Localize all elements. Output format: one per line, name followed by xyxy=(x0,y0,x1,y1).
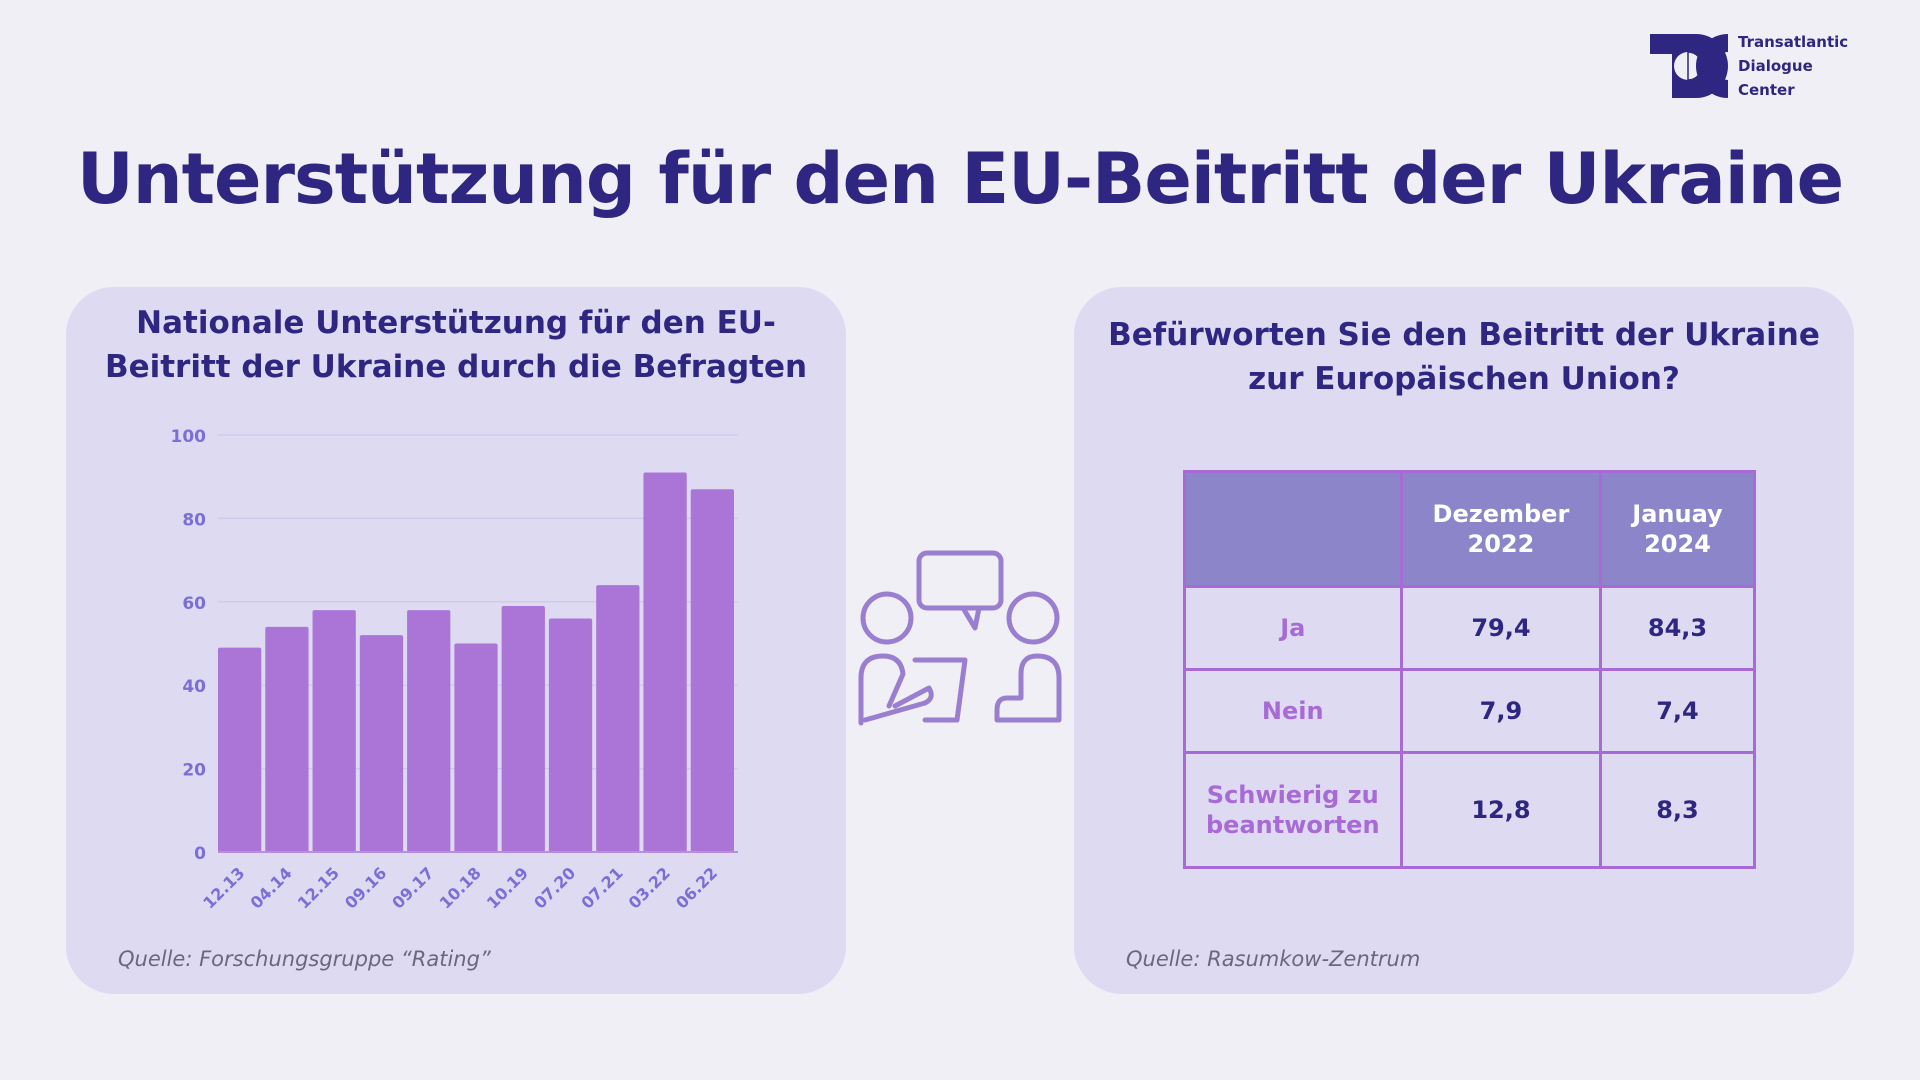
bar xyxy=(359,635,404,852)
y-tick-label: 0 xyxy=(194,844,206,864)
table-row: Ja 79,4 84,3 xyxy=(1183,585,1756,671)
survey-card: Befürworten Sie den Beitritt der Ukraine… xyxy=(1074,287,1854,994)
bar xyxy=(643,472,687,852)
bar xyxy=(454,643,498,852)
x-tick-label: 09.16 xyxy=(341,863,390,912)
chart-source: Quelle: Forschungsgruppe “Rating” xyxy=(118,947,491,971)
tdc-logo-icon xyxy=(1650,34,1728,98)
x-tick-label: 07.21 xyxy=(577,863,626,912)
table-cell: 79,4 xyxy=(1399,585,1603,671)
bar xyxy=(265,626,309,852)
x-tick-label: 10.18 xyxy=(436,863,485,912)
people-conversation-icon xyxy=(858,550,1062,726)
logo-line: Dialogue xyxy=(1738,57,1813,75)
y-tick-label: 20 xyxy=(182,761,206,781)
x-tick-label: 12.15 xyxy=(294,863,343,912)
table-cell: 7,9 xyxy=(1399,668,1603,754)
x-tick-label: 07.20 xyxy=(530,863,579,912)
row-label: Nein xyxy=(1183,668,1403,754)
row-label: Ja xyxy=(1183,585,1403,671)
x-tick-label: 03.22 xyxy=(625,863,674,912)
row-label: Schwierig zu beantworten xyxy=(1183,751,1403,869)
table-cell: 12,8 xyxy=(1399,751,1603,869)
x-tick-label: 09.17 xyxy=(388,863,437,912)
bar xyxy=(407,610,451,852)
y-tick-label: 60 xyxy=(182,594,206,614)
survey-title: Befürworten Sie den Beitritt der Ukraine… xyxy=(1108,317,1820,397)
chart-title: Nationale Unterstützung für den EU-Beitr… xyxy=(104,305,808,385)
logo: Transatlantic Dialogue Center xyxy=(1648,30,1848,102)
table-header: Januay 2024 xyxy=(1599,470,1756,588)
table-cell: 8,3 xyxy=(1599,751,1756,869)
table-cell: 84,3 xyxy=(1599,585,1756,671)
table-cell: 7,4 xyxy=(1599,668,1756,754)
bar xyxy=(218,647,262,852)
page-title: Unterstützung für den EU-Beitritt der Uk… xyxy=(76,138,1844,220)
table-header-row: Dezember 2022 Januay 2024 xyxy=(1183,470,1756,588)
logo-line: Transatlantic xyxy=(1738,33,1849,51)
table-row: Nein 7,9 7,4 xyxy=(1183,668,1756,754)
table-row: Schwierig zu beantworten 12,8 8,3 xyxy=(1183,751,1756,869)
y-tick-label: 80 xyxy=(182,510,206,530)
table-header: Dezember 2022 xyxy=(1399,470,1603,588)
survey-source: Quelle: Rasumkow-Zentrum xyxy=(1126,947,1421,971)
table-header xyxy=(1183,470,1403,588)
bar xyxy=(548,618,593,852)
bar xyxy=(690,489,734,852)
x-tick-label: 12.13 xyxy=(199,863,248,912)
bar xyxy=(596,585,640,852)
logo-line: Center xyxy=(1738,81,1795,99)
y-tick-label: 100 xyxy=(171,427,207,447)
chart-card: Nationale Unterstützung für den EU-Beitr… xyxy=(66,287,846,994)
bar-chart: 02040608010012.1304.1412.1509.1609.1710.… xyxy=(171,427,738,913)
y-tick-label: 40 xyxy=(182,677,206,697)
x-tick-label: 10.19 xyxy=(483,863,532,912)
x-tick-label: 04.14 xyxy=(247,863,296,912)
bar xyxy=(312,610,356,852)
bar xyxy=(501,605,545,852)
x-tick-label: 06.22 xyxy=(672,863,721,912)
survey-table: Dezember 2022 Januay 2024 Ja 79,4 84,3 N… xyxy=(1183,470,1756,869)
